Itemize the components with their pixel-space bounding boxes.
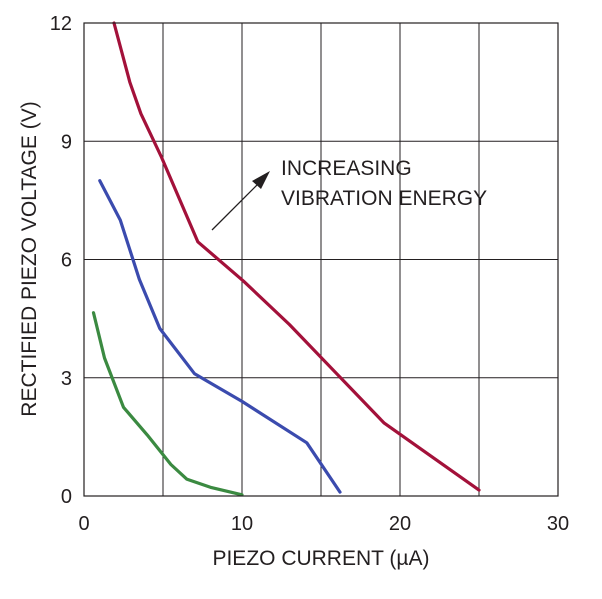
y-tick-label: 3 bbox=[61, 368, 72, 390]
tick-labels: 0 10 20 30 0 3 6 9 12 bbox=[50, 13, 569, 535]
series-line-3 bbox=[91, 311, 244, 497]
y-axis-label: RECTIFIED PIEZO VOLTAGE (V) bbox=[18, 101, 41, 416]
y-tick-label: 6 bbox=[61, 250, 72, 272]
x-tick-label: 0 bbox=[78, 513, 89, 535]
x-axis-label: PIEZO CURRENT (µA) bbox=[212, 547, 429, 570]
x-tick-label: 20 bbox=[389, 513, 411, 535]
series-line-2 bbox=[112, 21, 481, 492]
y-tick-label: 0 bbox=[61, 486, 72, 508]
annotation-line-2: VIBRATION ENERGY bbox=[281, 187, 487, 210]
series-group bbox=[91, 21, 481, 497]
annotation-arrow-shaft bbox=[211, 179, 263, 231]
x-tick-label: 10 bbox=[231, 513, 253, 535]
grid bbox=[84, 23, 558, 496]
annotation-line-1: INCREASING bbox=[281, 157, 412, 180]
annotation-arrow-head bbox=[252, 171, 270, 189]
y-tick-label: 9 bbox=[61, 131, 72, 153]
x-tick-label: 30 bbox=[547, 513, 569, 535]
series-line-1 bbox=[98, 179, 342, 494]
y-tick-label: 12 bbox=[50, 13, 72, 35]
annotation: INCREASING VIBRATION ENERGY bbox=[211, 157, 487, 231]
plot-frame bbox=[83, 22, 559, 497]
